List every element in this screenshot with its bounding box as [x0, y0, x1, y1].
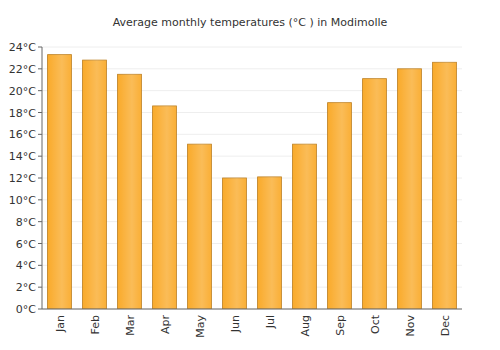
y-tick-label: 12°C — [9, 172, 36, 185]
tick-mark — [38, 178, 42, 179]
y-tick-label: 14°C — [9, 150, 36, 163]
bar-shine — [258, 177, 282, 309]
bar — [188, 144, 212, 309]
x-tick-label: Sep — [334, 315, 347, 336]
bar-shine — [188, 144, 212, 309]
grid-line — [42, 309, 462, 310]
y-tick-label: 18°C — [9, 107, 36, 120]
x-tick-label: Dec — [439, 315, 452, 336]
x-tick-label: Aug — [299, 315, 312, 336]
tick-mark — [38, 243, 42, 244]
x-tick-label: Oct — [369, 314, 382, 334]
y-tick-label: 20°C — [9, 85, 36, 98]
bar — [83, 60, 107, 309]
bar-shine — [48, 55, 72, 309]
chart: Average monthly temperatures (°C ) in Mo… — [0, 0, 500, 350]
bars — [48, 55, 457, 309]
tick-mark — [38, 265, 42, 266]
x-tick-label: Jun — [229, 315, 242, 333]
bar — [398, 69, 422, 309]
bar — [153, 106, 177, 309]
bar-shine — [398, 69, 422, 309]
tick-mark — [38, 134, 42, 135]
grid-line — [42, 47, 462, 48]
bar-shine — [433, 62, 457, 309]
y-tick-label: 8°C — [16, 216, 36, 229]
bar — [223, 178, 247, 309]
bar-shine — [363, 79, 387, 309]
y-axis — [42, 47, 43, 309]
x-tick-label: Nov — [404, 315, 417, 337]
bar — [433, 62, 457, 309]
tick-mark — [38, 309, 42, 310]
tick-mark — [38, 199, 42, 200]
bar — [118, 74, 142, 309]
tick-mark — [38, 90, 42, 91]
x-tick-label: Jan — [54, 315, 67, 333]
tick-mark — [38, 287, 42, 288]
tick-mark — [38, 156, 42, 157]
x-axis — [42, 309, 462, 310]
bar-shine — [328, 103, 352, 309]
y-tick-label: 2°C — [16, 281, 36, 294]
x-tick-label: Mar — [124, 315, 137, 336]
bar-shine — [83, 60, 107, 309]
x-tick-label: May — [194, 315, 207, 338]
bar-shine — [223, 178, 247, 309]
y-tick-label: 16°C — [9, 128, 36, 141]
x-tick-label: Feb — [89, 315, 102, 334]
y-tick-label: 24°C — [9, 41, 36, 54]
x-tick-label: Apr — [159, 315, 172, 335]
bar-shine — [293, 144, 317, 309]
y-tick-label: 22°C — [9, 63, 36, 76]
y-tick-label: 4°C — [16, 259, 36, 272]
tick-mark — [38, 221, 42, 222]
y-tick-label: 0°C — [16, 303, 36, 316]
bar — [258, 177, 282, 309]
tick-mark — [38, 47, 42, 48]
y-tick-label: 6°C — [16, 238, 36, 251]
x-tick-label: Jul — [264, 315, 277, 329]
bar-shine — [153, 106, 177, 309]
bar — [328, 103, 352, 309]
title: Average monthly temperatures (°C ) in Mo… — [113, 16, 388, 29]
bar — [48, 55, 72, 309]
tick-mark — [38, 112, 42, 113]
y-tick-label: 10°C — [9, 194, 36, 207]
bar — [293, 144, 317, 309]
bar — [363, 79, 387, 309]
tick-mark — [38, 68, 42, 69]
bar-shine — [118, 74, 142, 309]
